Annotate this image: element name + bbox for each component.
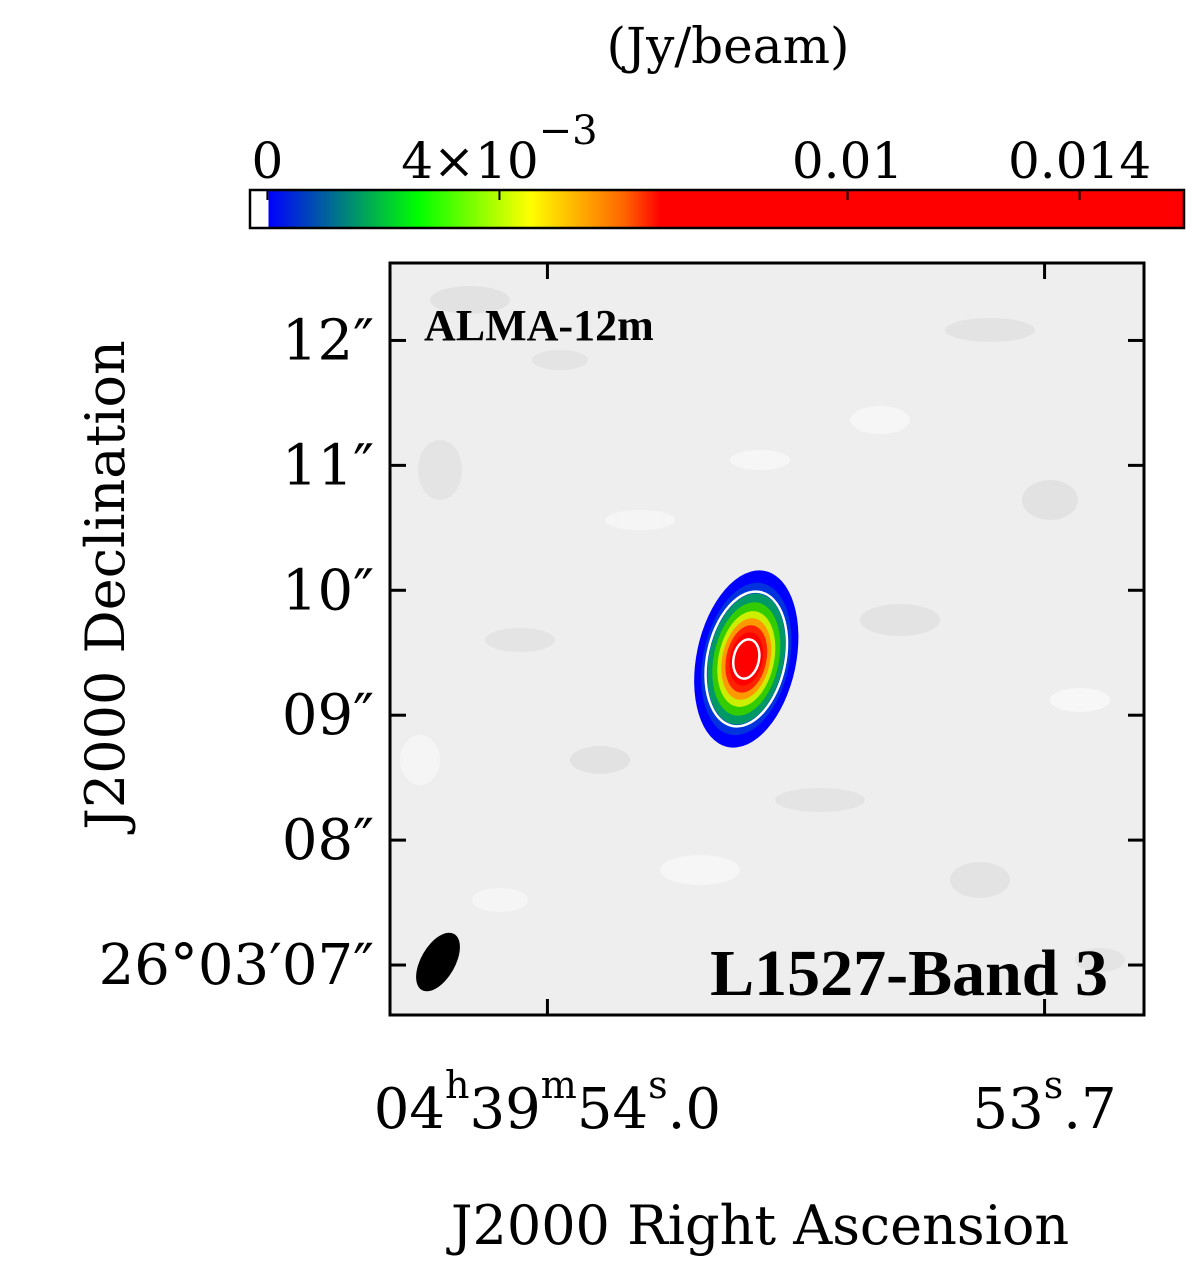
x-axis-title: J2000 Right Ascension (446, 1194, 1069, 1257)
y-ticks: 26°03′07″ 08″ 09″ 10″ 11″ 12″ (99, 308, 1144, 998)
source-contour (704, 590, 789, 728)
source-contour (731, 638, 761, 680)
colorbar-unit-label: (Jy/beam) (607, 17, 850, 75)
y-tick-label: 09″ (282, 683, 374, 748)
y-tick-label: 12″ (282, 308, 374, 373)
image-panel: 04h39m54s.0 53s.7 26°03′07″ 08″ 09″ 10″ 11″ 12… (99, 261, 1146, 1142)
noise-texture (400, 286, 1125, 972)
x-ticks: 04h39m54s.0 53s.7 (374, 263, 1117, 1142)
continuum-source (694, 570, 799, 748)
colorbar-tick-label: 0 (251, 132, 283, 190)
panel-frame (388, 261, 1146, 1017)
colorbar-tick-label: 0.01 (792, 132, 903, 190)
telescope-label: ALMA-12m (424, 301, 654, 350)
target-label: L1527-Band 3 (710, 937, 1108, 1010)
y-tick-label: 26°03′07″ (99, 933, 374, 998)
x-tick-label: 53s.7 (972, 1063, 1116, 1142)
beam-ellipse (416, 932, 460, 992)
colorbar: (Jy/beam) 0 4×10−3 0.01 0.014 (248, 17, 1186, 230)
colorbar-tick-label: 0.014 (1008, 132, 1151, 190)
y-tick-label: 10″ (282, 558, 374, 623)
y-axis-title: J2000 Declination (74, 340, 137, 835)
x-tick-label: 04h39m54s.0 (374, 1063, 721, 1142)
colorbar-tick-label: 4×10−3 (401, 108, 597, 190)
y-tick-label: 11″ (282, 433, 374, 498)
colorbar-gradient (248, 188, 1186, 230)
colorbar-ticks: 0 4×10−3 0.01 0.014 (251, 108, 1151, 200)
y-tick-label: 08″ (282, 808, 374, 873)
